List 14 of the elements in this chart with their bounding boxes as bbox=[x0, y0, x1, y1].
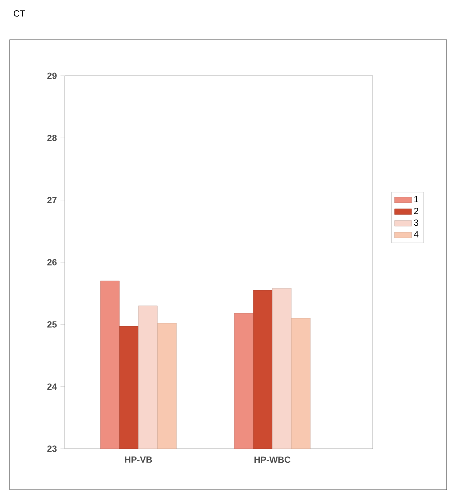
y-tick-label: 23 bbox=[48, 446, 57, 452]
y-tick-label: 26 bbox=[48, 259, 57, 266]
y-tick-label: 27 bbox=[48, 197, 57, 204]
chart-title: CT bbox=[14, 10, 26, 17]
legend-label: 4 bbox=[414, 231, 419, 238]
y-tick-label: 24 bbox=[48, 384, 58, 390]
y-tick-label: 29 bbox=[48, 72, 57, 80]
x-tick-label: HP-VB bbox=[125, 456, 152, 463]
x-tick-label: HP-WBC bbox=[254, 456, 291, 464]
legend-label: 3 bbox=[414, 220, 419, 226]
legend-label: 1 bbox=[414, 196, 419, 203]
y-tick-label: 25 bbox=[48, 321, 57, 328]
y-tick-label: 28 bbox=[48, 134, 57, 142]
legend-label: 2 bbox=[414, 208, 418, 214]
